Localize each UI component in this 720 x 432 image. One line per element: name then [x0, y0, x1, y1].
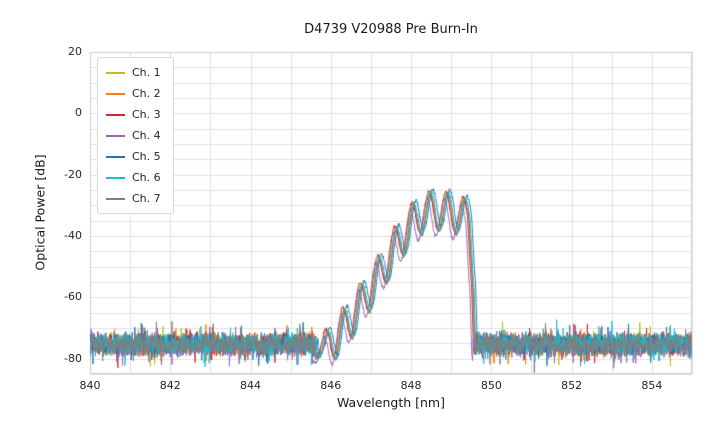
y-tick-label: -80	[64, 351, 82, 365]
legend-item-label: Ch. 7	[132, 192, 161, 205]
x-tick-label: 844	[240, 379, 262, 392]
legend-item: Ch. 2	[106, 83, 161, 104]
y-tick-label: -40	[64, 229, 82, 242]
legend-item-label: Ch. 1	[132, 66, 161, 79]
legend-item-label: Ch. 3	[132, 108, 161, 121]
y-tick-label: 0	[75, 106, 82, 120]
x-tick-label: 852	[561, 379, 583, 392]
y-tick-label: -60	[64, 290, 82, 304]
x-tick-label: 840	[79, 379, 101, 392]
legend-item: Ch. 4	[106, 125, 161, 146]
legend-item: Ch. 7	[106, 188, 161, 209]
x-tick-label: 850	[480, 379, 502, 392]
x-tick-label: 846	[320, 379, 342, 392]
legend-item-label: Ch. 5	[132, 150, 161, 163]
chart-title: D4739 V20988 Pre Burn-In	[304, 22, 478, 37]
legend-item-label: Ch. 4	[132, 129, 161, 142]
legend-item: Ch. 3	[106, 104, 161, 125]
legend-line-swatch	[106, 92, 125, 95]
y-axis-label: Optical Power [dB]	[32, 154, 48, 271]
y-tick-label: 20	[68, 45, 82, 58]
x-tick-label: 842	[159, 379, 181, 392]
legend-line-swatch	[106, 71, 125, 74]
x-tick-label: 854	[641, 379, 663, 392]
legend-line-swatch	[106, 155, 125, 158]
x-axis-label: Wavelength [nm]	[337, 395, 445, 410]
legend-line-swatch	[106, 134, 125, 137]
legend-item-label: Ch. 6	[132, 171, 161, 184]
legend-item: Ch. 1	[106, 62, 161, 83]
legend-line-swatch	[106, 176, 125, 179]
legend-line-swatch	[106, 197, 125, 200]
y-tick-label: -20	[64, 167, 82, 181]
legend-line-swatch	[106, 113, 125, 116]
x-tick-label: 848	[400, 379, 422, 392]
legend-item-label: Ch. 2	[132, 87, 161, 100]
legend-item: Ch. 6	[106, 167, 161, 188]
legend-item: Ch. 5	[106, 146, 161, 167]
legend: Ch. 1 Ch. 2 Ch. 3 Ch. 4 Ch. 5 Ch. 6 Ch. 7	[97, 57, 174, 214]
